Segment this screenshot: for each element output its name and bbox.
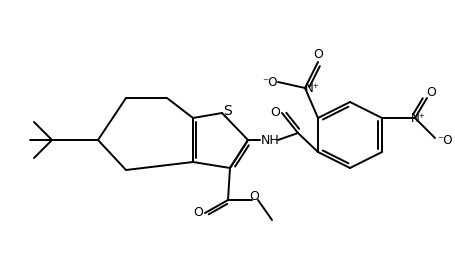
Text: ⁻O: ⁻O xyxy=(262,76,277,88)
Text: NH: NH xyxy=(260,133,279,147)
Text: N⁺: N⁺ xyxy=(304,81,319,95)
Text: N⁺: N⁺ xyxy=(410,111,425,125)
Text: O: O xyxy=(269,106,279,120)
Text: S: S xyxy=(223,104,232,118)
Text: O: O xyxy=(248,191,258,203)
Text: O: O xyxy=(313,47,322,61)
Text: ⁻O: ⁻O xyxy=(436,133,452,147)
Text: O: O xyxy=(425,85,435,99)
Text: O: O xyxy=(192,207,202,219)
